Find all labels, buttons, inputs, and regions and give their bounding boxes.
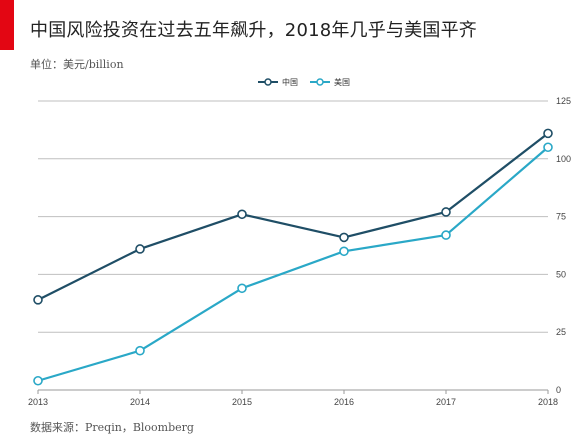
data-point [441,207,451,217]
legend-label: 美国 [334,77,350,87]
x-tick-label: 2017 [436,397,456,407]
y-tick-label: 50 [556,269,566,279]
series-line-usa [36,146,550,382]
series-line-china [36,132,550,301]
data-point [237,283,247,294]
data-point [135,345,145,356]
chart-title: 中国风险投资在过去五年飙升，2018年几乎与美国平齐 [30,20,478,41]
legend-swatch-marker [316,78,324,86]
series-group [33,128,553,386]
data-point [33,375,43,386]
legend-label: 中国 [282,77,298,87]
y-tick-label: 125 [556,96,571,106]
data-point [441,230,451,240]
y-tick-label: 25 [556,327,566,337]
gridlines [38,100,548,391]
y-tick-label: 100 [556,154,571,164]
source-note: 数据来源：Preqin，Bloomberg [30,421,194,434]
x-tick-label: 2015 [232,397,252,407]
x-tick-label: 2014 [130,397,150,407]
data-point [135,244,145,254]
y-axis-ticks: 0 25 50 75 100 125 [556,96,571,395]
data-point [543,128,553,139]
data-point [33,295,43,305]
legend: 中国 美国 [258,77,350,87]
unit-label: 单位：美元/billion [30,58,124,71]
x-axis-ticks: 2013 2014 2015 2016 2017 2018 [28,390,558,407]
x-tick-label: 2016 [334,397,354,407]
y-tick-label: 0 [556,385,561,395]
x-tick-label: 2013 [28,397,48,407]
accent-bar [0,0,14,50]
data-point [237,209,247,220]
legend-swatch-marker [264,78,272,86]
x-tick-label: 2018 [538,397,558,407]
data-point [339,232,349,243]
data-point [339,246,349,257]
y-tick-label: 75 [556,212,566,222]
data-point [543,142,553,153]
